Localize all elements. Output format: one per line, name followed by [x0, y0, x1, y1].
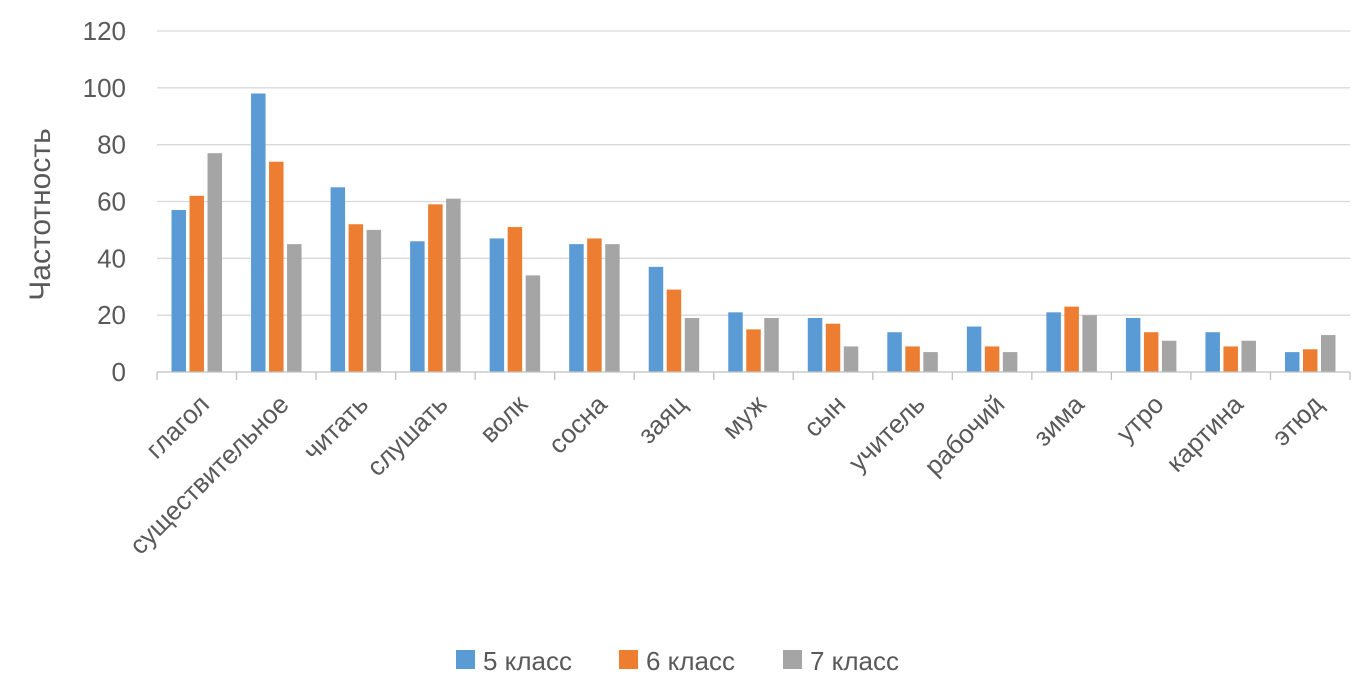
- bar: [843, 346, 859, 372]
- bar: [189, 195, 205, 372]
- y-tick-label: 80: [97, 130, 126, 160]
- y-tick-label: 40: [97, 243, 126, 273]
- bar: [825, 323, 841, 372]
- bar: [410, 241, 425, 372]
- x-category-label: слушать: [361, 389, 454, 482]
- bar: [764, 318, 779, 372]
- x-category-label: читать: [297, 389, 374, 466]
- bar: [366, 229, 382, 372]
- x-category-label: рабочий: [918, 389, 1010, 481]
- x-axis-tick-marks: [156, 372, 1351, 380]
- bar: [287, 244, 302, 372]
- bar: [1205, 332, 1220, 372]
- y-tick-label: 60: [97, 187, 126, 217]
- bar: [923, 352, 938, 372]
- x-category-label: учитель: [842, 389, 930, 477]
- x-category-label: волк: [474, 389, 534, 449]
- y-tick-label: 120: [83, 16, 126, 46]
- x-category-label: этюд: [1266, 389, 1329, 452]
- bar: [1284, 352, 1300, 372]
- bar: [746, 329, 761, 372]
- bar: [507, 227, 523, 372]
- bar: [251, 93, 266, 373]
- bar: [1064, 306, 1079, 372]
- bar: [587, 238, 602, 372]
- bar: [1046, 312, 1061, 372]
- y-tick-label: 100: [83, 73, 126, 103]
- bar: [605, 244, 620, 372]
- bar: [525, 275, 541, 372]
- legend-label: 7 класс: [810, 646, 899, 676]
- bar: [728, 312, 743, 372]
- legend-label: 6 класс: [646, 646, 735, 676]
- bar: [446, 198, 461, 372]
- bar: [330, 187, 346, 372]
- bar: [1125, 318, 1141, 372]
- legend-swatch: [456, 650, 475, 669]
- bar: [1302, 349, 1318, 372]
- bar: [1241, 340, 1256, 372]
- bar: [569, 244, 584, 372]
- bar: [648, 266, 664, 372]
- bar: [1223, 346, 1238, 372]
- y-tick-label: 0: [112, 357, 126, 387]
- bar: [269, 161, 284, 372]
- bars: [171, 93, 1336, 373]
- legend-label: 5 класс: [483, 646, 572, 676]
- bar: [684, 318, 700, 372]
- bar: [1143, 332, 1159, 372]
- x-category-label: сосна: [542, 389, 613, 460]
- legend: 5 класс 6 класс 7 класс: [456, 646, 899, 676]
- bar: [887, 332, 902, 372]
- x-category-label: зима: [1027, 389, 1090, 452]
- legend-swatch: [783, 650, 802, 669]
- y-tick-label: 20: [97, 300, 126, 330]
- bar: [1161, 340, 1177, 372]
- bar: [171, 210, 187, 372]
- bar: [666, 289, 682, 372]
- bar: [984, 346, 1000, 372]
- x-category-label: муж: [716, 389, 772, 445]
- bar: [1002, 352, 1018, 372]
- x-category-label: утро: [1110, 389, 1169, 448]
- bar: [489, 238, 505, 372]
- y-axis-title: Частотность: [24, 128, 57, 300]
- bar: [966, 326, 982, 372]
- bar: [807, 318, 823, 372]
- x-category-label: глагол: [140, 389, 215, 464]
- bar: [1082, 315, 1097, 372]
- bar: [905, 346, 920, 372]
- bar: [1320, 335, 1336, 372]
- legend-swatch: [619, 650, 638, 669]
- y-axis-tick-labels: 0 20 40 60 80 100 120: [83, 16, 126, 387]
- x-category-label: картина: [1160, 389, 1249, 478]
- bar: [348, 224, 364, 372]
- x-category-label: сын: [798, 389, 852, 443]
- x-category-label: заяц: [632, 389, 692, 449]
- bar: [207, 153, 223, 372]
- bar: [428, 204, 443, 372]
